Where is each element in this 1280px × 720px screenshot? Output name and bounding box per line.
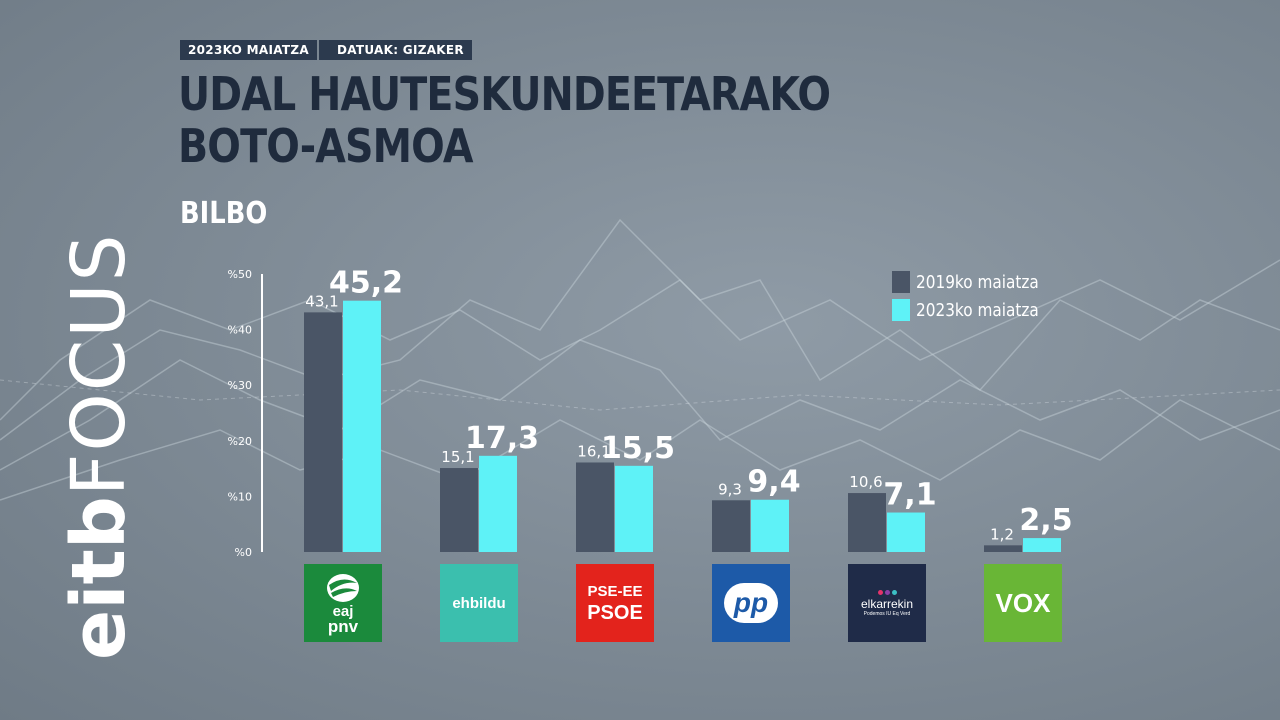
data-label-2019: 1,2: [990, 525, 1014, 543]
logo-psoe-line2: PSOE: [587, 602, 643, 624]
logo-psoe-line1: PSE-EE: [587, 583, 643, 600]
bar-2019: [576, 462, 614, 552]
logo-pp: pp: [712, 564, 790, 642]
logo-vox-text: VOX: [995, 587, 1051, 618]
logo-ehbildu: ehbildu: [440, 564, 518, 642]
logo-pnv-line2: pnv: [327, 617, 359, 636]
bar-2023: [343, 300, 381, 552]
y-tick-label: %40: [228, 324, 252, 337]
chart-legend: 2019ko maiatza 2023ko maiatza: [892, 268, 1060, 324]
bar-2023: [1023, 538, 1061, 552]
legend-item-2023: 2023ko maiatza: [892, 296, 1060, 324]
legend-label-2023: 2023ko maiatza: [916, 299, 1039, 321]
bar-2023: [479, 455, 517, 552]
chart-subtitle: BILBO: [180, 196, 268, 231]
header-tags: 2023KO MAIATZA DATUAK: GIZAKER: [180, 40, 472, 60]
y-tick-label: %10: [228, 490, 252, 503]
bar-2023: [615, 465, 653, 552]
date-tag: 2023KO MAIATZA: [180, 40, 317, 60]
logo-pnv: eaj pnv: [304, 564, 382, 642]
logo-vox: VOX: [984, 564, 1062, 642]
bar-2023: [887, 512, 925, 552]
bar-2019: [848, 493, 886, 552]
logo-elkarrekin-line1: elkarrekin: [860, 596, 914, 611]
data-label-2019: 16,1: [577, 442, 610, 460]
data-label-2019: 15,1: [441, 448, 474, 466]
bar-2019: [712, 500, 750, 552]
logo-elkarrekin-line2: Podemos IU Eq Verd: [863, 610, 911, 617]
logo-pp-text: pp: [724, 583, 778, 623]
logo-elkarrekin: elkarrekin Podemos IU Eq Verd: [848, 564, 926, 642]
logo-pnv-line1: eaj: [332, 603, 354, 620]
y-tick-label: %30: [228, 379, 252, 392]
data-label-2023: 45,2: [329, 266, 403, 301]
legend-swatch-2023: [892, 299, 910, 321]
data-label-2019: 9,3: [718, 480, 742, 498]
y-tick-label: %50: [228, 268, 252, 281]
bar-2023: [751, 499, 789, 552]
chart-title-line1: UDAL HAUTESKUNDEETARAKO: [178, 67, 831, 121]
legend-swatch-2019: [892, 271, 910, 293]
data-label-2019: 10,6: [849, 473, 882, 491]
bar-2019: [304, 312, 342, 552]
data-label-2023: 15,5: [601, 431, 675, 466]
data-label-2023: 9,4: [747, 465, 800, 500]
bar-2019: [440, 468, 478, 552]
y-tick-label: %20: [228, 435, 252, 448]
elkarrekin-dots-icon: [877, 589, 897, 595]
legend-label-2019: 2019ko maiatza: [916, 271, 1039, 293]
bar-2019: [984, 545, 1022, 552]
chart-title-line2: BOTO-ASMOA: [178, 119, 473, 173]
legend-item-2019: 2019ko maiatza: [892, 268, 1060, 296]
data-label-2023: 17,3: [465, 421, 539, 456]
pnv-swirl-icon: [327, 574, 359, 602]
chart-title: UDAL HAUTESKUNDEETARAKO BOTO-ASMOA: [178, 67, 831, 173]
y-tick-label: %0: [235, 546, 252, 559]
data-label-2023: 2,5: [1019, 503, 1072, 538]
logo-ehbildu-text: ehbildu: [452, 594, 506, 612]
source-tag: DATUAK: GIZAKER: [318, 40, 472, 60]
data-label-2023: 7,1: [883, 478, 936, 513]
data-label-2019: 43,1: [305, 292, 338, 310]
logo-psoe: PSE-EE PSOE: [576, 564, 654, 642]
